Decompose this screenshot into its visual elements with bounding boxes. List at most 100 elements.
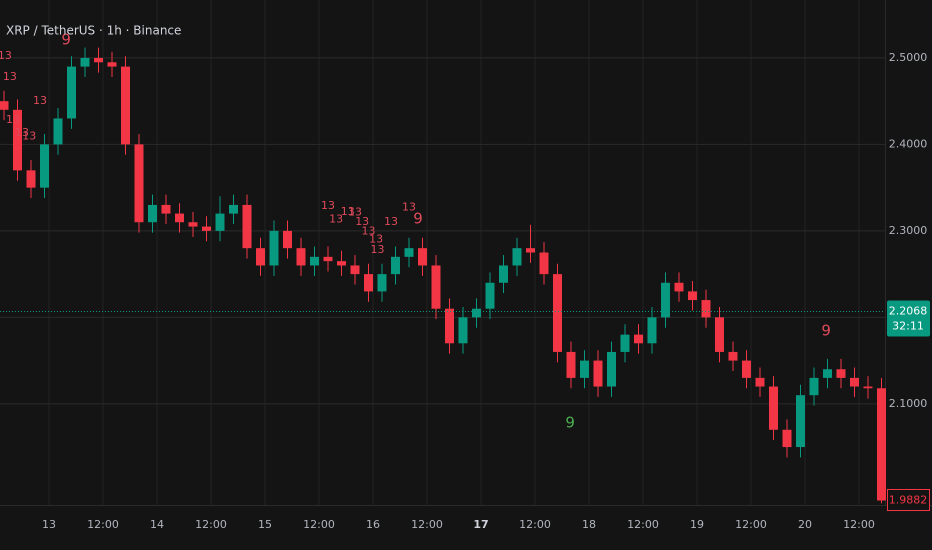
candle-body — [593, 360, 603, 387]
price-label: 1.9882 — [889, 494, 928, 507]
chart-title: XRP / TetherUS · 1h · Binance — [6, 24, 181, 38]
x-tick-label: 20 — [798, 518, 812, 531]
candle-body — [633, 334, 643, 344]
candle-body — [13, 109, 23, 171]
candle-body — [148, 204, 158, 223]
grid — [0, 0, 885, 505]
td-annotation: 13 — [15, 126, 29, 139]
candle-body — [256, 248, 266, 266]
candle-body — [579, 360, 589, 378]
candle-body — [782, 429, 792, 448]
candle-body — [336, 261, 346, 266]
candle-body — [822, 369, 832, 378]
candle-body — [134, 144, 144, 223]
candle-body — [620, 334, 630, 352]
candle-body — [471, 308, 481, 318]
candle-body — [80, 57, 90, 67]
x-tick-label: 12:00 — [843, 518, 875, 531]
x-tick-label: 15 — [258, 518, 272, 531]
td-annotation: 13 — [22, 130, 36, 143]
candle-body — [94, 57, 104, 63]
candle-body — [647, 317, 657, 344]
td-annotation: 13 — [0, 49, 12, 62]
td-annotation: 9 — [821, 322, 831, 340]
candle-body — [175, 213, 185, 223]
x-tick-label: 18 — [582, 518, 596, 531]
candle-body — [40, 144, 50, 188]
candle-body — [714, 317, 724, 352]
x-tick-label: 12:00 — [627, 518, 659, 531]
candle-body — [323, 256, 333, 262]
candle-body — [242, 204, 252, 249]
price-label: 2.2068 — [889, 304, 928, 317]
x-tick-label: 17 — [473, 518, 488, 531]
candle-body — [363, 274, 373, 292]
price-label-box — [887, 489, 930, 512]
candle-body — [229, 204, 239, 214]
candle-body — [269, 230, 279, 266]
candle-body — [525, 248, 535, 253]
x-tick-label: 12:00 — [195, 518, 227, 531]
candle-body — [755, 377, 765, 387]
x-tick-label: 13 — [42, 518, 56, 531]
candle-body — [701, 300, 711, 318]
axes: 13 12:00 14 12:00 15 12:00 16 12:00 17 12:00 18 12:… — [42, 51, 930, 531]
candle-body — [377, 274, 387, 292]
td-annotation: 13 — [384, 215, 398, 228]
candle-body — [404, 248, 414, 257]
candle-body — [863, 386, 873, 389]
x-tick-label: 12:00 — [87, 518, 119, 531]
candle-body — [350, 265, 360, 275]
td-annotation: 13 — [369, 233, 383, 246]
candle-body — [512, 248, 522, 266]
candle-body — [26, 170, 36, 188]
y-tick-label: 2.5000 — [889, 51, 928, 64]
candle-body — [795, 395, 805, 448]
candle-body — [552, 274, 562, 352]
candle-body — [498, 265, 508, 283]
x-tick-label: 19 — [690, 518, 704, 531]
td-annotation: 13 — [402, 201, 416, 214]
candle-body — [390, 256, 400, 275]
td-annotation: 9 — [413, 209, 423, 227]
candle-body — [458, 317, 468, 344]
candle-body — [539, 252, 549, 275]
x-tick-label: 14 — [150, 518, 164, 531]
candle-body — [53, 118, 63, 145]
candle-body — [687, 291, 697, 301]
candle-body — [296, 248, 306, 266]
candle-body — [849, 377, 859, 387]
candle-body — [566, 351, 576, 378]
candle-body — [741, 360, 751, 378]
plot — [0, 47, 886, 504]
td-annotation: 13 — [361, 225, 375, 238]
candle-body — [876, 388, 886, 501]
candle-body — [67, 66, 77, 119]
candle-body — [431, 265, 441, 309]
candle-body — [768, 386, 778, 430]
x-tick-label: 12:00 — [303, 518, 335, 531]
td-annotation: 13 — [3, 70, 17, 83]
x-tick-label: 12:00 — [411, 518, 443, 531]
candle-body — [188, 222, 198, 227]
x-tick-label: 12:00 — [519, 518, 551, 531]
candle-body — [107, 62, 117, 67]
candle-body — [202, 226, 212, 231]
td-annotation: 13 — [321, 199, 335, 212]
candle-body — [283, 230, 293, 249]
candle-body — [0, 101, 9, 110]
x-tick-label: 16 — [366, 518, 380, 531]
td-annotation: 9 — [565, 413, 575, 431]
td-annotation: 13 — [355, 215, 369, 228]
td-annotation: 13 — [329, 213, 343, 226]
candle-body — [660, 282, 670, 318]
candle-body — [309, 256, 319, 266]
y-tick-label: 2.3000 — [889, 224, 928, 237]
countdown-label: 32:11 — [892, 319, 924, 332]
td-annotation: 13 — [348, 206, 362, 219]
y-tick-label: 2.1000 — [889, 397, 928, 410]
candle-body — [444, 308, 454, 344]
